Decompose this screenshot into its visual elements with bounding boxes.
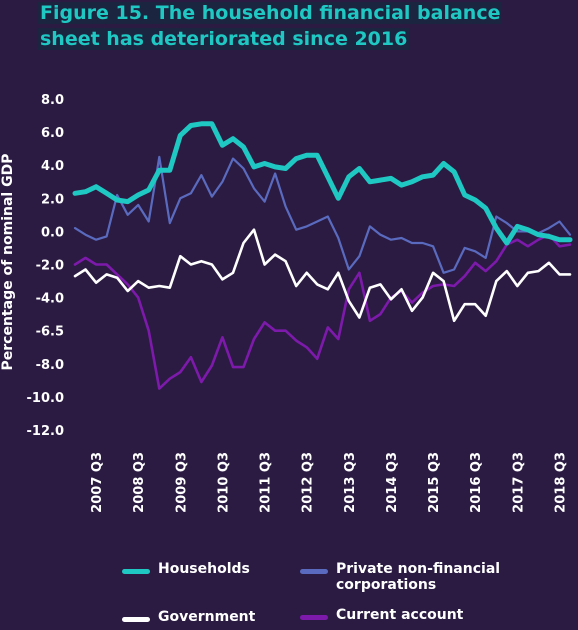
y-tick-label: -6.5	[36, 325, 64, 340]
chart-title-line2: sheet has deteriorated since 2016	[38, 28, 410, 50]
x-tick-label: 2011 Q3	[259, 452, 274, 513]
current-account-line	[73, 233, 572, 390]
legend-label-current-account: Current account	[336, 607, 464, 623]
legend-label-private-corporations: Private non-financial corporations	[336, 561, 501, 593]
legend-label-government: Government	[158, 609, 256, 625]
legend-item-government: Government	[122, 609, 255, 625]
y-tick-label: 4.0	[41, 159, 64, 174]
legend-item-current-account: Current account	[300, 607, 463, 623]
x-tick-label: 2008 Q3	[132, 452, 147, 513]
chart-title: Figure 15. The household financial balan…	[38, 0, 558, 52]
government-line	[73, 228, 572, 323]
y-tick-label: -12.0	[27, 424, 64, 439]
x-tick-label: 2009 Q3	[174, 452, 189, 513]
x-tick-label: 2007 Q3	[90, 452, 105, 513]
legend-swatch-households	[122, 569, 150, 574]
chart-title-line1: Figure 15. The household financial balan…	[38, 2, 503, 24]
x-tick-label: 2014 Q3	[385, 452, 400, 513]
private-corporations-line	[73, 155, 572, 274]
y-tick-label: 0.0	[41, 225, 64, 240]
y-tick-label: -4.0	[36, 292, 64, 307]
x-tick-label: 2010 Q3	[216, 452, 231, 513]
legend-swatch-current-account	[300, 615, 328, 620]
legend-swatch-private-corporations	[300, 569, 328, 574]
y-tick-label: 2.0	[41, 192, 64, 207]
households-line	[72, 121, 573, 246]
x-tick-label: 2017 Q3	[511, 452, 526, 513]
y-tick-label: 8.0	[41, 93, 64, 108]
x-tick-label: 2012 Q3	[301, 452, 316, 513]
x-tick-label: 2015 Q3	[427, 452, 442, 513]
y-tick-label: -8.0	[36, 358, 64, 373]
legend-item-private-corporations: Private non-financial corporations	[300, 561, 540, 593]
y-tick-label: -2.0	[36, 259, 64, 274]
y-axis-label: Percentage of nominal GDP	[0, 154, 16, 371]
legend-swatch-government	[122, 617, 150, 622]
x-tick-label: 2016 Q3	[469, 452, 484, 513]
legend-label-households: Households	[158, 561, 250, 577]
x-tick-label: 2018 Q3	[553, 452, 568, 513]
y-tick-label: -10.0	[27, 391, 64, 406]
legend-item-households: Households	[122, 561, 250, 577]
x-tick-label: 2013 Q3	[343, 452, 358, 513]
y-tick-label: 6.0	[41, 126, 64, 141]
